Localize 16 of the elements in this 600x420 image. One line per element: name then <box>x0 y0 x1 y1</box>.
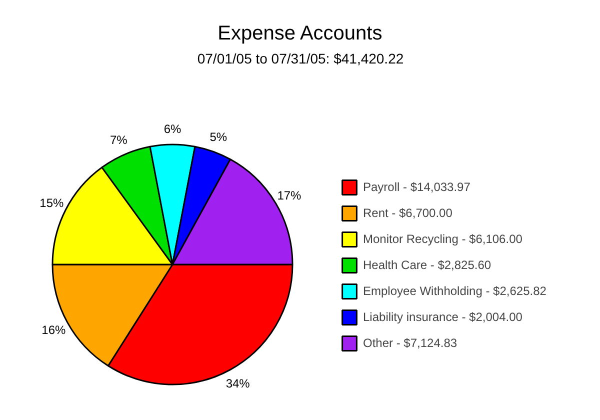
data-label: 15% <box>40 196 64 210</box>
legend-label: Health Care - $2,825.60 <box>363 258 492 272</box>
legend-label: Employee Withholding - $2,625.82 <box>363 284 546 298</box>
legend-label: Liability insurance - $2,004.00 <box>363 310 522 324</box>
data-label: 34% <box>226 376 250 390</box>
data-label: 6% <box>164 122 182 136</box>
data-label: 5% <box>210 130 228 144</box>
chart-title: Expense Accounts <box>218 22 382 44</box>
chart-subtitle: 07/01/05 to 07/31/05: $41,420.22 <box>197 50 404 66</box>
legend-label: Payroll - $14,033.97 <box>363 180 470 194</box>
legend-label: Other - $7,124.83 <box>363 336 458 350</box>
data-label: 7% <box>110 133 128 148</box>
data-label: 17% <box>277 188 302 202</box>
data-label: 16% <box>42 322 66 337</box>
legend-label: Rent - $6,700.00 <box>363 206 452 220</box>
legend-label: Monitor Recycling - $6,106.00 <box>363 232 522 246</box>
